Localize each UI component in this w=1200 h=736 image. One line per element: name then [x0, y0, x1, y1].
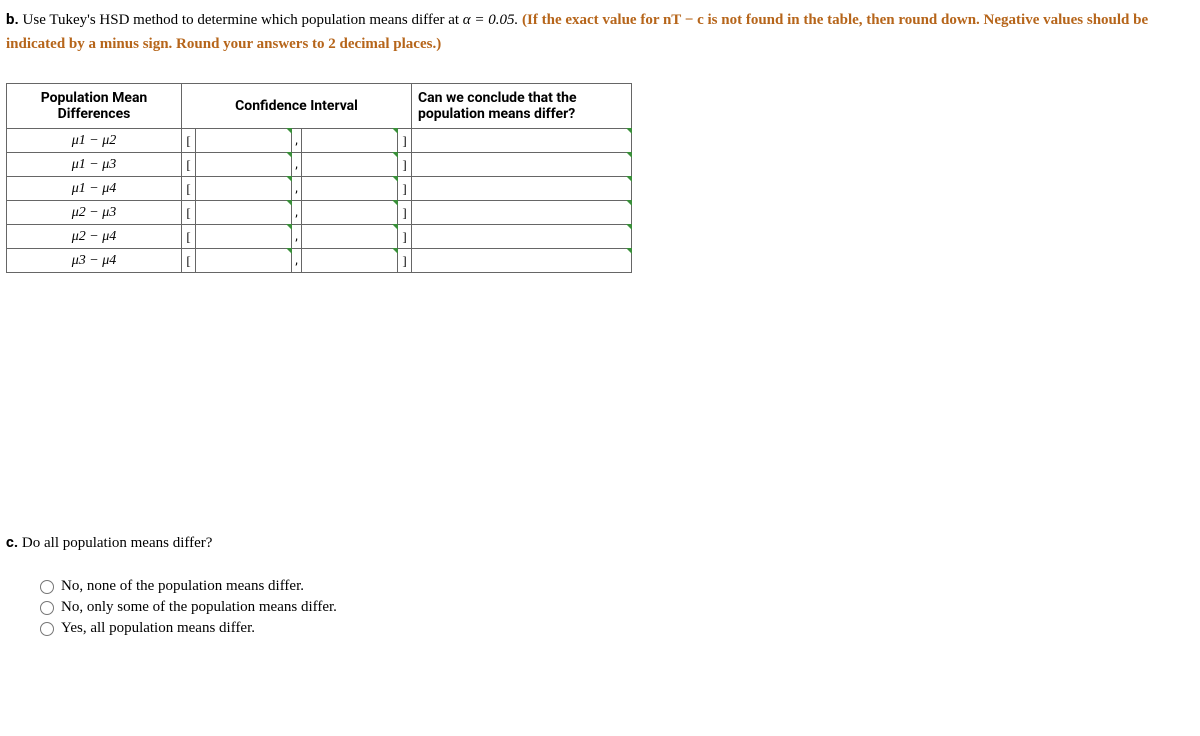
bracket-open: [	[182, 129, 196, 153]
part-c-prompt: c. Do all population means differ?	[6, 533, 1194, 552]
pair-label: μ1 − μ4	[7, 177, 182, 201]
pair-label: μ1 − μ3	[7, 153, 182, 177]
pair-label: μ3 − μ4	[7, 249, 182, 273]
option-label: No, none of the population means differ.	[61, 578, 304, 595]
option-row[interactable]: Yes, all population means differ.	[40, 620, 1194, 637]
option-radio[interactable]	[40, 622, 54, 636]
part-b-lead: Use Tukey's HSD method to determine whic…	[23, 12, 460, 28]
bracket-close: ]	[398, 129, 412, 153]
ci-separator: ,	[292, 249, 302, 273]
option-row[interactable]: No, none of the population means differ.	[40, 578, 1194, 595]
part-b-prompt: b. Use Tukey's HSD method to determine w…	[6, 8, 1194, 55]
ci-separator: ,	[292, 225, 302, 249]
conclusion-input[interactable]	[412, 153, 632, 177]
table-row: μ1 − μ3[,]	[7, 153, 632, 177]
conclusion-input[interactable]	[412, 225, 632, 249]
ci-upper-input[interactable]	[302, 177, 398, 201]
part-c-label: c.	[6, 533, 18, 551]
bracket-open: [	[182, 201, 196, 225]
ci-upper-input[interactable]	[302, 249, 398, 273]
conclusion-input[interactable]	[412, 201, 632, 225]
bracket-open: [	[182, 177, 196, 201]
ci-separator: ,	[292, 201, 302, 225]
bracket-close: ]	[398, 249, 412, 273]
bracket-close: ]	[398, 177, 412, 201]
col-diff-header: Population Mean Differences	[7, 84, 182, 129]
pair-label: μ1 − μ2	[7, 129, 182, 153]
conclusion-input[interactable]	[412, 129, 632, 153]
table-row: μ2 − μ3[,]	[7, 201, 632, 225]
ci-upper-input[interactable]	[302, 225, 398, 249]
option-radio[interactable]	[40, 580, 54, 594]
hsd-table: Population Mean Differences Confidence I…	[6, 83, 632, 273]
ci-upper-input[interactable]	[302, 201, 398, 225]
ci-lower-input[interactable]	[196, 225, 292, 249]
pair-label: μ2 − μ3	[7, 201, 182, 225]
ci-lower-input[interactable]	[196, 129, 292, 153]
bracket-close: ]	[398, 153, 412, 177]
ci-lower-input[interactable]	[196, 201, 292, 225]
part-c-options: No, none of the population means differ.…	[6, 578, 1194, 637]
col-ci-header: Confidence Interval	[182, 84, 412, 129]
bracket-open: [	[182, 153, 196, 177]
pair-label: μ2 − μ4	[7, 225, 182, 249]
option-label: Yes, all population means differ.	[61, 620, 255, 637]
alpha-expr: α = 0.05.	[463, 12, 519, 28]
bracket-close: ]	[398, 225, 412, 249]
col-concl-header: Can we conclude that the population mean…	[412, 84, 632, 129]
ci-upper-input[interactable]	[302, 129, 398, 153]
table-row: μ3 − μ4[,]	[7, 249, 632, 273]
option-row[interactable]: No, only some of the population means di…	[40, 599, 1194, 616]
bracket-close: ]	[398, 201, 412, 225]
ci-lower-input[interactable]	[196, 153, 292, 177]
option-label: No, only some of the population means di…	[61, 599, 337, 616]
table-row: μ2 − μ4[,]	[7, 225, 632, 249]
ci-lower-input[interactable]	[196, 249, 292, 273]
table-row: μ1 − μ4[,]	[7, 177, 632, 201]
ci-separator: ,	[292, 153, 302, 177]
ci-upper-input[interactable]	[302, 153, 398, 177]
option-radio[interactable]	[40, 601, 54, 615]
ci-separator: ,	[292, 177, 302, 201]
conclusion-input[interactable]	[412, 177, 632, 201]
conclusion-input[interactable]	[412, 249, 632, 273]
bracket-open: [	[182, 249, 196, 273]
table-row: μ1 − μ2[,]	[7, 129, 632, 153]
ci-separator: ,	[292, 129, 302, 153]
ci-lower-input[interactable]	[196, 177, 292, 201]
part-b-label: b.	[6, 10, 19, 28]
bracket-open: [	[182, 225, 196, 249]
part-c-question: Do all population means differ?	[22, 535, 213, 551]
